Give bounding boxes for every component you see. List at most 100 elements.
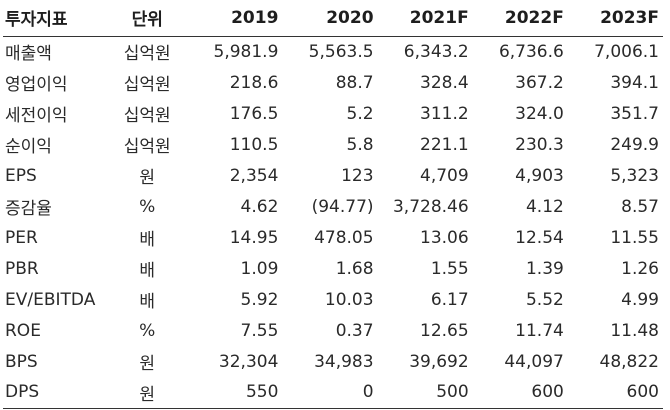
- row-value-cell: 32,304: [218, 351, 279, 372]
- row-indicator-name: 증감율: [5, 199, 52, 219]
- table-row: DPS 원 550 0 500 600 600: [3, 377, 663, 409]
- row-value-cell: 176.5: [229, 103, 279, 124]
- row-value-cell: 550: [187, 377, 283, 409]
- row-value-cell: 11.48: [610, 320, 659, 341]
- row-indicator-name: PBR: [5, 258, 39, 279]
- row-indicator-name: 순이익: [5, 137, 52, 157]
- table-row: ROE% 7.55 0.37 12.65 11.74 11.48: [3, 315, 663, 346]
- row-value-cell: 0: [282, 377, 378, 409]
- row-unit: 배: [139, 292, 156, 312]
- row-value-cell: 10.03: [324, 289, 374, 310]
- row-value-cell: 5.8: [346, 134, 374, 155]
- row-value-cell: 11.55: [610, 227, 659, 248]
- row-value-cell: 249.9: [610, 134, 659, 155]
- row-value-cell: 600: [472, 377, 568, 409]
- row-value-cell: 123: [341, 165, 374, 186]
- row-value-cell: 4.62: [240, 196, 279, 217]
- header-year-2019: 2019: [187, 0, 283, 37]
- row-value-cell: 88.7: [335, 72, 374, 93]
- row-unit: 십억원: [123, 137, 171, 157]
- row-value-cell: 394.1: [610, 72, 659, 93]
- row-value-cell: 1.55: [430, 258, 469, 279]
- row-value-cell: 1.26: [621, 258, 659, 279]
- row-unit: 배: [139, 261, 156, 281]
- row-value-cell: 5.52: [525, 289, 564, 310]
- table-row: 순이익 십억원 110.5 5.8 221.1 230.3 249.9: [3, 129, 663, 160]
- row-value-cell: 600: [567, 377, 663, 409]
- row-unit: 십억원: [123, 75, 171, 95]
- row-indicator-name: BPS: [5, 351, 38, 372]
- row-value-cell: 221.1: [420, 134, 469, 155]
- row-value-cell: 1.39: [525, 258, 564, 279]
- row-value-cell: 11.74: [515, 320, 564, 341]
- row-value-cell: 328.4: [420, 72, 469, 93]
- table-body: 매출액 십억원 5,981.9 5,563.5 6,343.2 6,736.6 7,006.…: [3, 36, 663, 409]
- row-value-cell: 5,563.5: [308, 41, 374, 62]
- row-value-cell: 39,692: [409, 351, 469, 372]
- row-value-cell: 500: [377, 377, 473, 409]
- row-value-cell: 6,343.2: [403, 41, 469, 62]
- row-value-cell: 8.57: [621, 196, 659, 217]
- row-unit: %: [139, 320, 156, 341]
- row-indicator-name: PER: [5, 227, 38, 248]
- row-value-cell: 12.54: [515, 227, 564, 248]
- row-value-cell: 311.2: [420, 103, 469, 124]
- row-value-cell: 13.06: [420, 227, 469, 248]
- row-value-cell: 218.6: [229, 72, 279, 93]
- row-value-cell: 351.7: [610, 103, 659, 124]
- row-value-cell: 14.95: [229, 227, 279, 248]
- table-row: PBR 배 1.09 1.68 1.55 1.39 1.26: [3, 253, 663, 284]
- row-indicator-name: 매출액: [5, 44, 52, 65]
- row-value-cell: 0.37: [335, 320, 374, 341]
- row-value-cell: 1.68: [335, 258, 374, 279]
- row-value-cell: 6,736.6: [498, 41, 564, 62]
- row-value-cell: 5,323: [610, 165, 659, 186]
- table-row: EPS 원 2,354 123 4,709 4,903 5,323: [3, 160, 663, 191]
- row-value-cell: (94.77): [311, 196, 374, 217]
- row-value-cell: 478.05: [314, 227, 374, 248]
- row-value-cell: 230.3: [515, 134, 564, 155]
- row-value-cell: 44,097: [504, 351, 564, 372]
- table-row: 영업이익 십억원 218.6 88.7 328.4 367.2 394.1: [3, 67, 663, 98]
- table-row: BPS 원 32,304 34,983 39,692 44,097 48,822: [3, 346, 663, 377]
- row-indicator-name: EV/EBITDA: [5, 289, 96, 310]
- table-row: PER 배 14.95 478.05 13.06 12.54 11.55: [3, 222, 663, 253]
- row-value-cell: 7.55: [240, 320, 279, 341]
- row-unit: 배: [139, 230, 156, 250]
- header-year-2021f: 2021F: [377, 0, 473, 37]
- header-indicator: 투자지표: [3, 0, 108, 37]
- row-indicator-name: 세전이익: [5, 106, 68, 126]
- row-value-cell: 4.12: [525, 196, 564, 217]
- header-row: 투자지표 단위 2019 2020 2021F 2022F 2023F: [3, 0, 663, 37]
- row-unit: 십억원: [123, 44, 171, 65]
- header-year-2020: 2020: [282, 0, 378, 37]
- table-header: 투자지표 단위 2019 2020 2021F 2022F 2023F: [3, 0, 663, 37]
- row-value-cell: 367.2: [515, 72, 564, 93]
- table-row: EV/EBITDA 배 5.92 10.03 6.17 5.52 4.99: [3, 284, 663, 315]
- row-unit: 원: [139, 168, 156, 188]
- header-year-2022f: 2022F: [472, 0, 568, 37]
- row-unit: 원: [107, 377, 188, 409]
- row-value-cell: 5,981.9: [213, 41, 279, 62]
- row-value-cell: 6.17: [430, 289, 469, 310]
- row-value-cell: 48,822: [599, 351, 659, 372]
- row-value-cell: 12.65: [420, 320, 469, 341]
- row-value-cell: 4,903: [515, 165, 564, 186]
- row-unit: 원: [139, 354, 156, 374]
- row-value-cell: 7,006.1: [594, 41, 659, 62]
- row-unit: 십억원: [123, 106, 171, 126]
- row-indicator-name: ROE: [5, 320, 41, 341]
- table-row: 증감율% 4.62 (94.77) 3,728.46 4.12 8.57: [3, 191, 663, 222]
- header-unit: 단위: [107, 0, 188, 37]
- row-unit: %: [139, 196, 156, 217]
- row-value-cell: 1.09: [240, 258, 279, 279]
- row-value-cell: 324.0: [515, 103, 564, 124]
- row-value-cell: 3,728.46: [392, 196, 469, 217]
- row-value-cell: 34,983: [314, 351, 374, 372]
- row-indicator-name: 영업이익: [5, 75, 68, 95]
- row-value-cell: 110.5: [229, 134, 279, 155]
- row-value-cell: 5.92: [240, 289, 279, 310]
- header-year-2023f: 2023F: [567, 0, 663, 37]
